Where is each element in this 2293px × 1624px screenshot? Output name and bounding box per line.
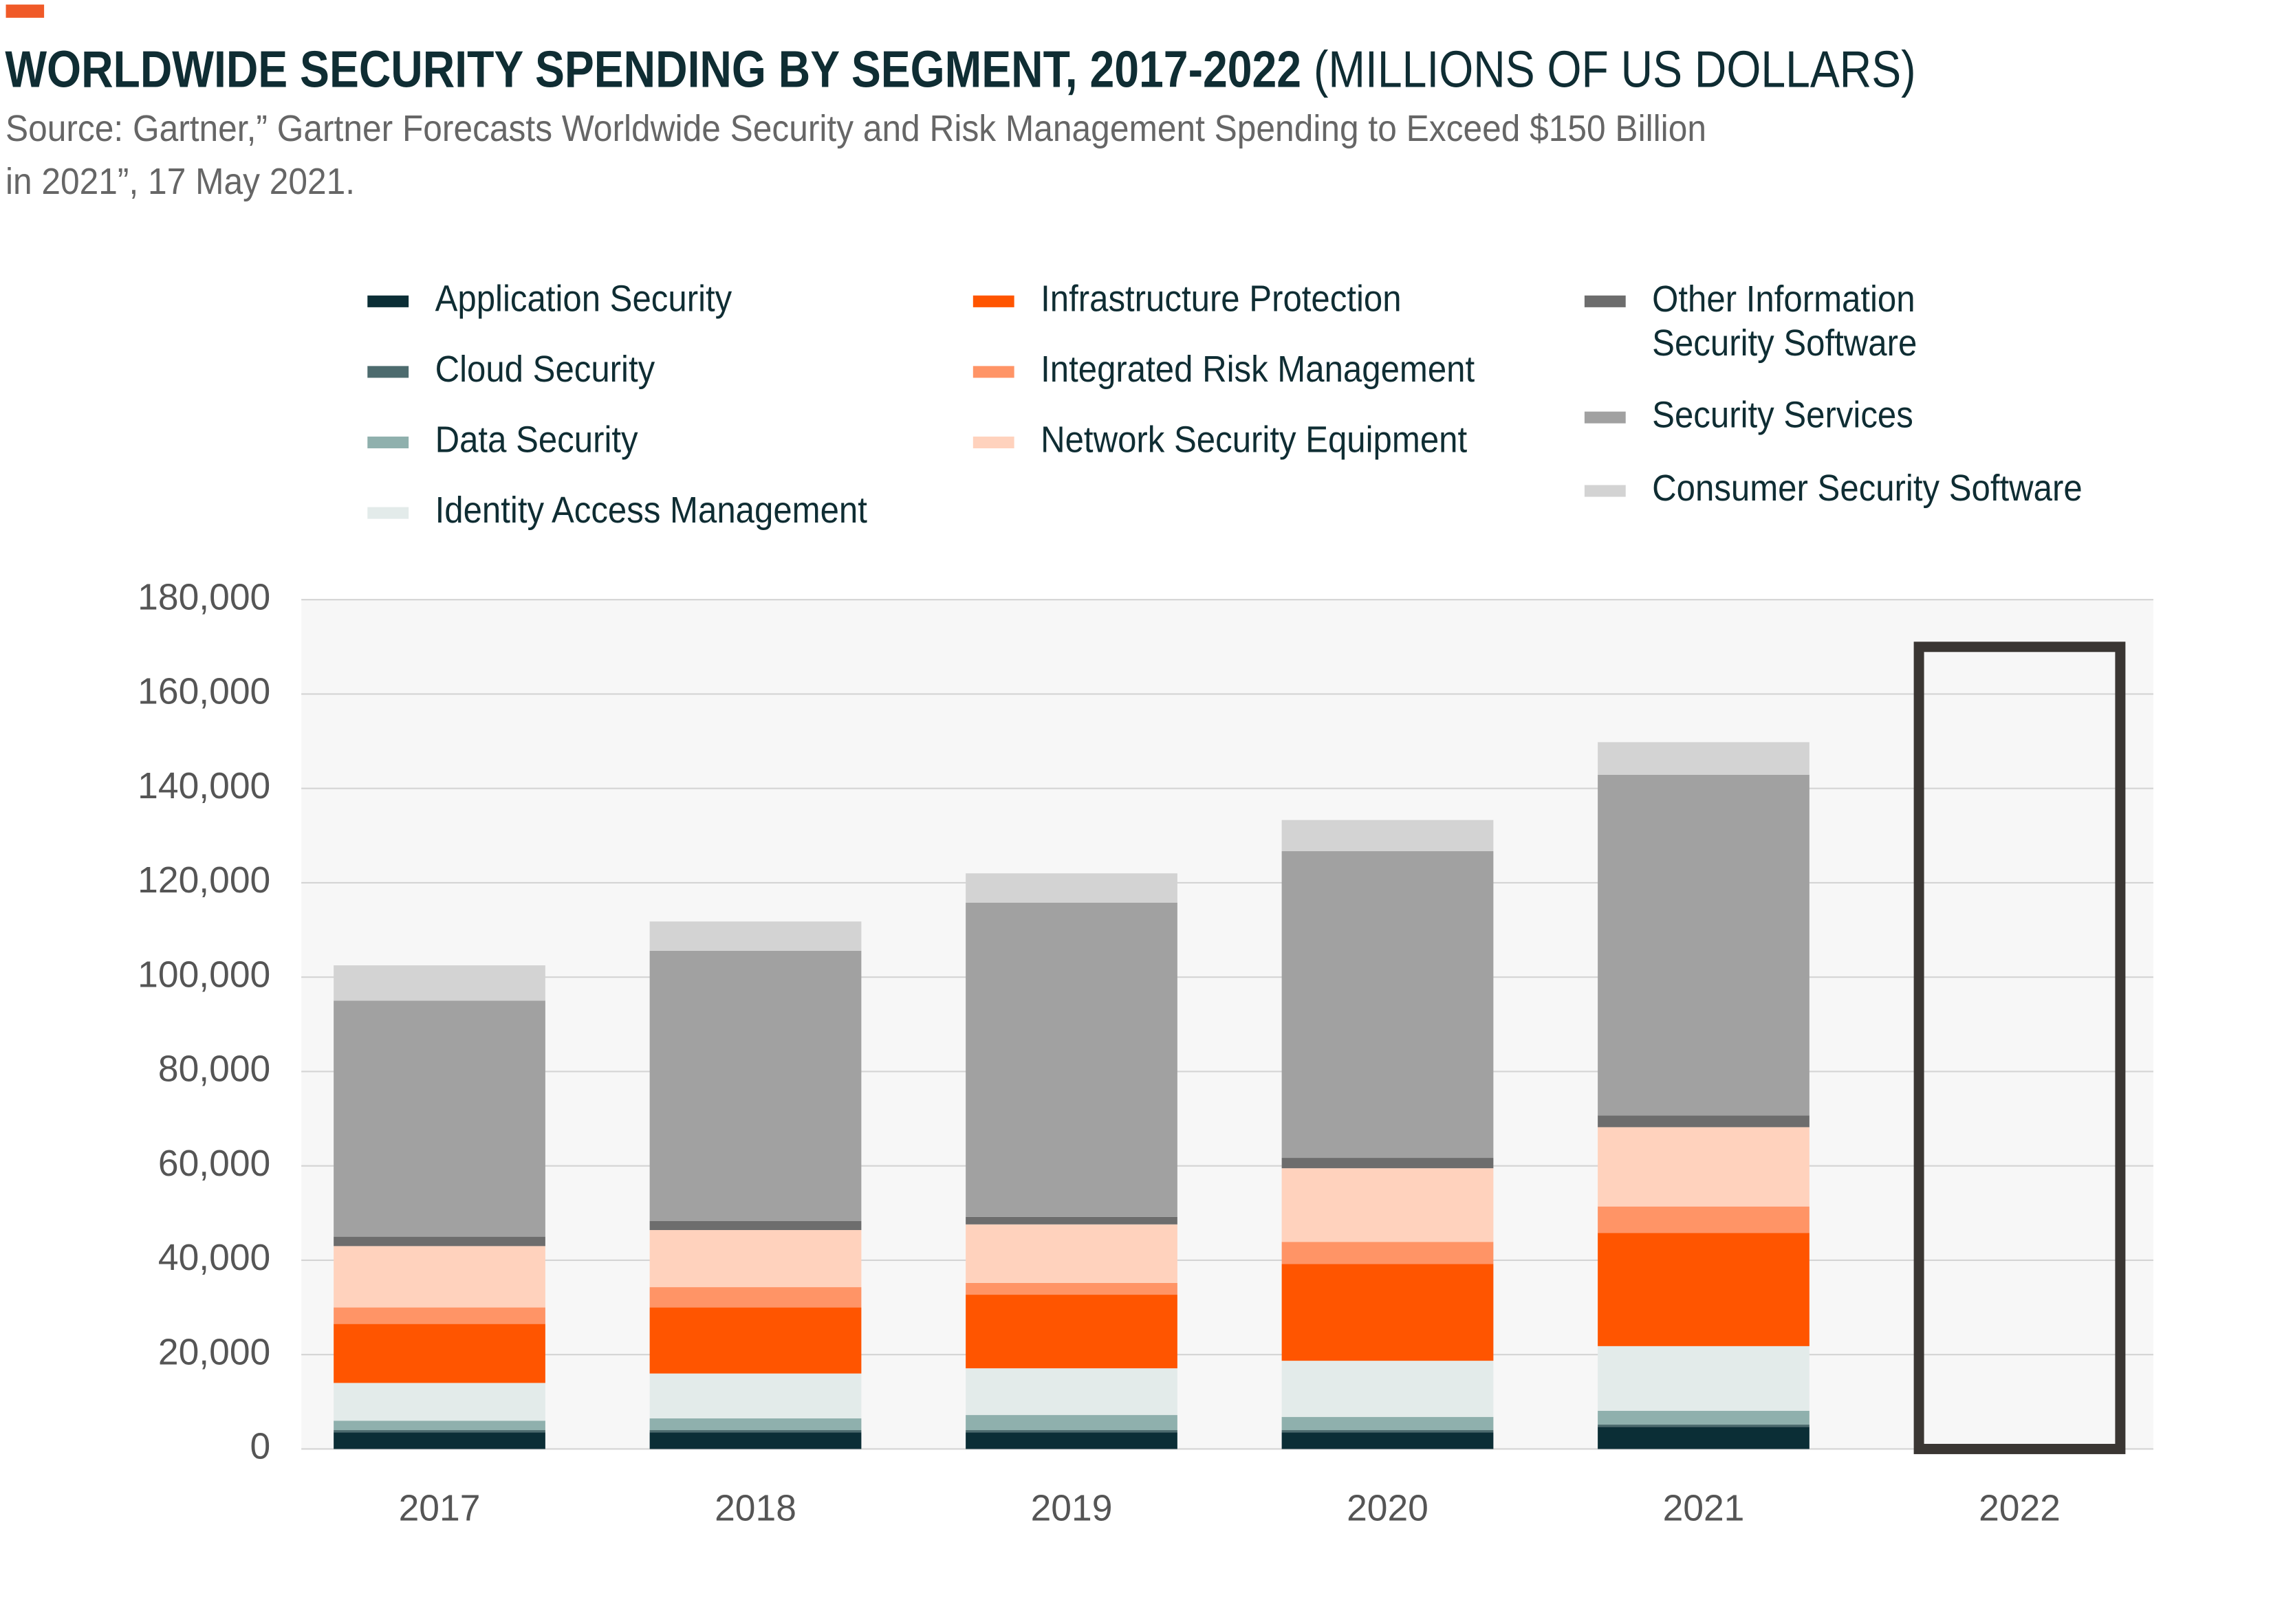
bar-segment (1598, 1206, 1810, 1233)
bar-segment (966, 1432, 1177, 1449)
bar-segment (966, 902, 1177, 1217)
x-tick-label: 2018 (715, 1488, 796, 1528)
bar-segment (1281, 820, 1494, 851)
text-line: Source: Gartner,” Gartner Forecasts Worl… (6, 107, 1706, 149)
bar-segment (966, 1224, 1177, 1283)
text-line: in 2021”, 17 May 2021. (6, 160, 355, 201)
bar-segment (1598, 1424, 1810, 1427)
bar-segment (649, 1220, 862, 1231)
bar-segment (966, 1368, 1177, 1416)
y-tick-label: 100,000 (138, 954, 270, 995)
x-tick-label: 2020 (1347, 1488, 1428, 1528)
bar-segment (1598, 1233, 1810, 1346)
legend-swatch (367, 436, 409, 449)
legend-swatch (367, 507, 409, 519)
bar-segment (1281, 851, 1494, 1159)
bar-segment (1281, 1430, 1494, 1433)
legend-label: Integrated Risk Management (1041, 349, 1475, 389)
legend-swatch (1584, 485, 1626, 497)
bar-segment (334, 1324, 545, 1383)
bar-segment (649, 1287, 862, 1308)
bar-segment (1598, 742, 1810, 775)
bar-segment (649, 1430, 862, 1433)
bar-segment (1281, 1264, 1494, 1361)
legend-label: Other Information Security Software (1652, 278, 1917, 363)
y-tick-label: 80,000 (158, 1049, 270, 1090)
bar-segment (1598, 1410, 1810, 1425)
text-line: Other Information (1652, 278, 1915, 319)
y-tick-label: 120,000 (138, 860, 270, 901)
bar-segment (649, 921, 862, 951)
bar-segment (1281, 1416, 1494, 1431)
legend-label: Application Security (435, 278, 732, 319)
legend-label: Consumer Security Software (1652, 468, 2083, 508)
bar-segment (1598, 774, 1810, 1116)
bar-segment (649, 1418, 862, 1431)
y-tick-label: 60,000 (158, 1143, 270, 1184)
y-tick-label: 20,000 (158, 1332, 270, 1372)
legend-label: Infrastructure Protection (1041, 278, 1401, 319)
legend-swatch (367, 366, 409, 378)
bar-segment (1598, 1427, 1810, 1449)
bar-segment (334, 965, 545, 1001)
x-tick-label: 2019 (1031, 1488, 1113, 1528)
bar-segment (649, 950, 862, 1221)
accent-bar (6, 4, 45, 18)
bar-segment (966, 1415, 1177, 1431)
x-tick-label: 2022 (1979, 1488, 2061, 1528)
title-units: (MILLIONS OF US DOLLARS) (1314, 41, 1916, 98)
bar-segment (1281, 1361, 1494, 1417)
y-tick-label: 180,000 (138, 577, 270, 617)
legend-label: Network Security Equipment (1041, 419, 1467, 460)
legend-swatch (367, 295, 409, 307)
text-line: Security Software (1652, 322, 1917, 363)
bar-segment (966, 1430, 1177, 1433)
bar-segment (966, 1216, 1177, 1225)
forecast-outline (1913, 641, 2126, 1454)
bar-segment (334, 1000, 545, 1237)
bar-segment (334, 1383, 545, 1421)
legend-swatch (1584, 411, 1626, 424)
bar-segment (334, 1430, 545, 1433)
bar-segment (966, 873, 1177, 903)
y-tick-label: 160,000 (138, 672, 270, 712)
bar-segment (334, 1432, 545, 1449)
legend-swatch (972, 366, 1014, 378)
bar-segment (1281, 1242, 1494, 1264)
bar-segment (334, 1236, 545, 1247)
legend-label: Identity Access Management (435, 490, 867, 530)
chart-title: WORLDWIDE SECURITY SPENDING BY SEGMENT, … (5, 41, 1915, 98)
bar-segment (1281, 1158, 1494, 1169)
bar-segment (1281, 1432, 1494, 1449)
bar-segment (334, 1420, 545, 1431)
x-tick-label: 2021 (1663, 1488, 1745, 1528)
y-tick-label: 0 (250, 1427, 271, 1467)
legend-swatch (1584, 295, 1626, 307)
y-tick-label: 40,000 (158, 1238, 270, 1278)
bar-segment (966, 1295, 1177, 1369)
x-tick-label: 2017 (399, 1488, 481, 1528)
bar-segment (334, 1246, 545, 1308)
y-tick-label: 140,000 (138, 766, 270, 806)
bar-segment (649, 1307, 862, 1374)
bar-segment (649, 1432, 862, 1449)
legend-label: Security Services (1652, 394, 1913, 435)
bar-segment (334, 1307, 545, 1324)
bar-segment (1598, 1115, 1810, 1128)
legend-swatch (972, 295, 1014, 307)
legend-swatch (972, 436, 1014, 449)
bar-segment (649, 1373, 862, 1418)
bar-segment (649, 1230, 862, 1288)
bar-segment (966, 1282, 1177, 1295)
legend-label: Cloud Security (435, 349, 655, 389)
bar-segment (1598, 1346, 1810, 1411)
title-main: WORLDWIDE SECURITY SPENDING BY SEGMENT, … (5, 41, 1301, 98)
legend-label: Data Security (435, 419, 638, 460)
bar-segment (1598, 1127, 1810, 1207)
plot-area (301, 600, 2153, 1449)
bar-segment (1281, 1168, 1494, 1242)
source-note: Source: Gartner,” Gartner Forecasts Worl… (6, 107, 1706, 201)
